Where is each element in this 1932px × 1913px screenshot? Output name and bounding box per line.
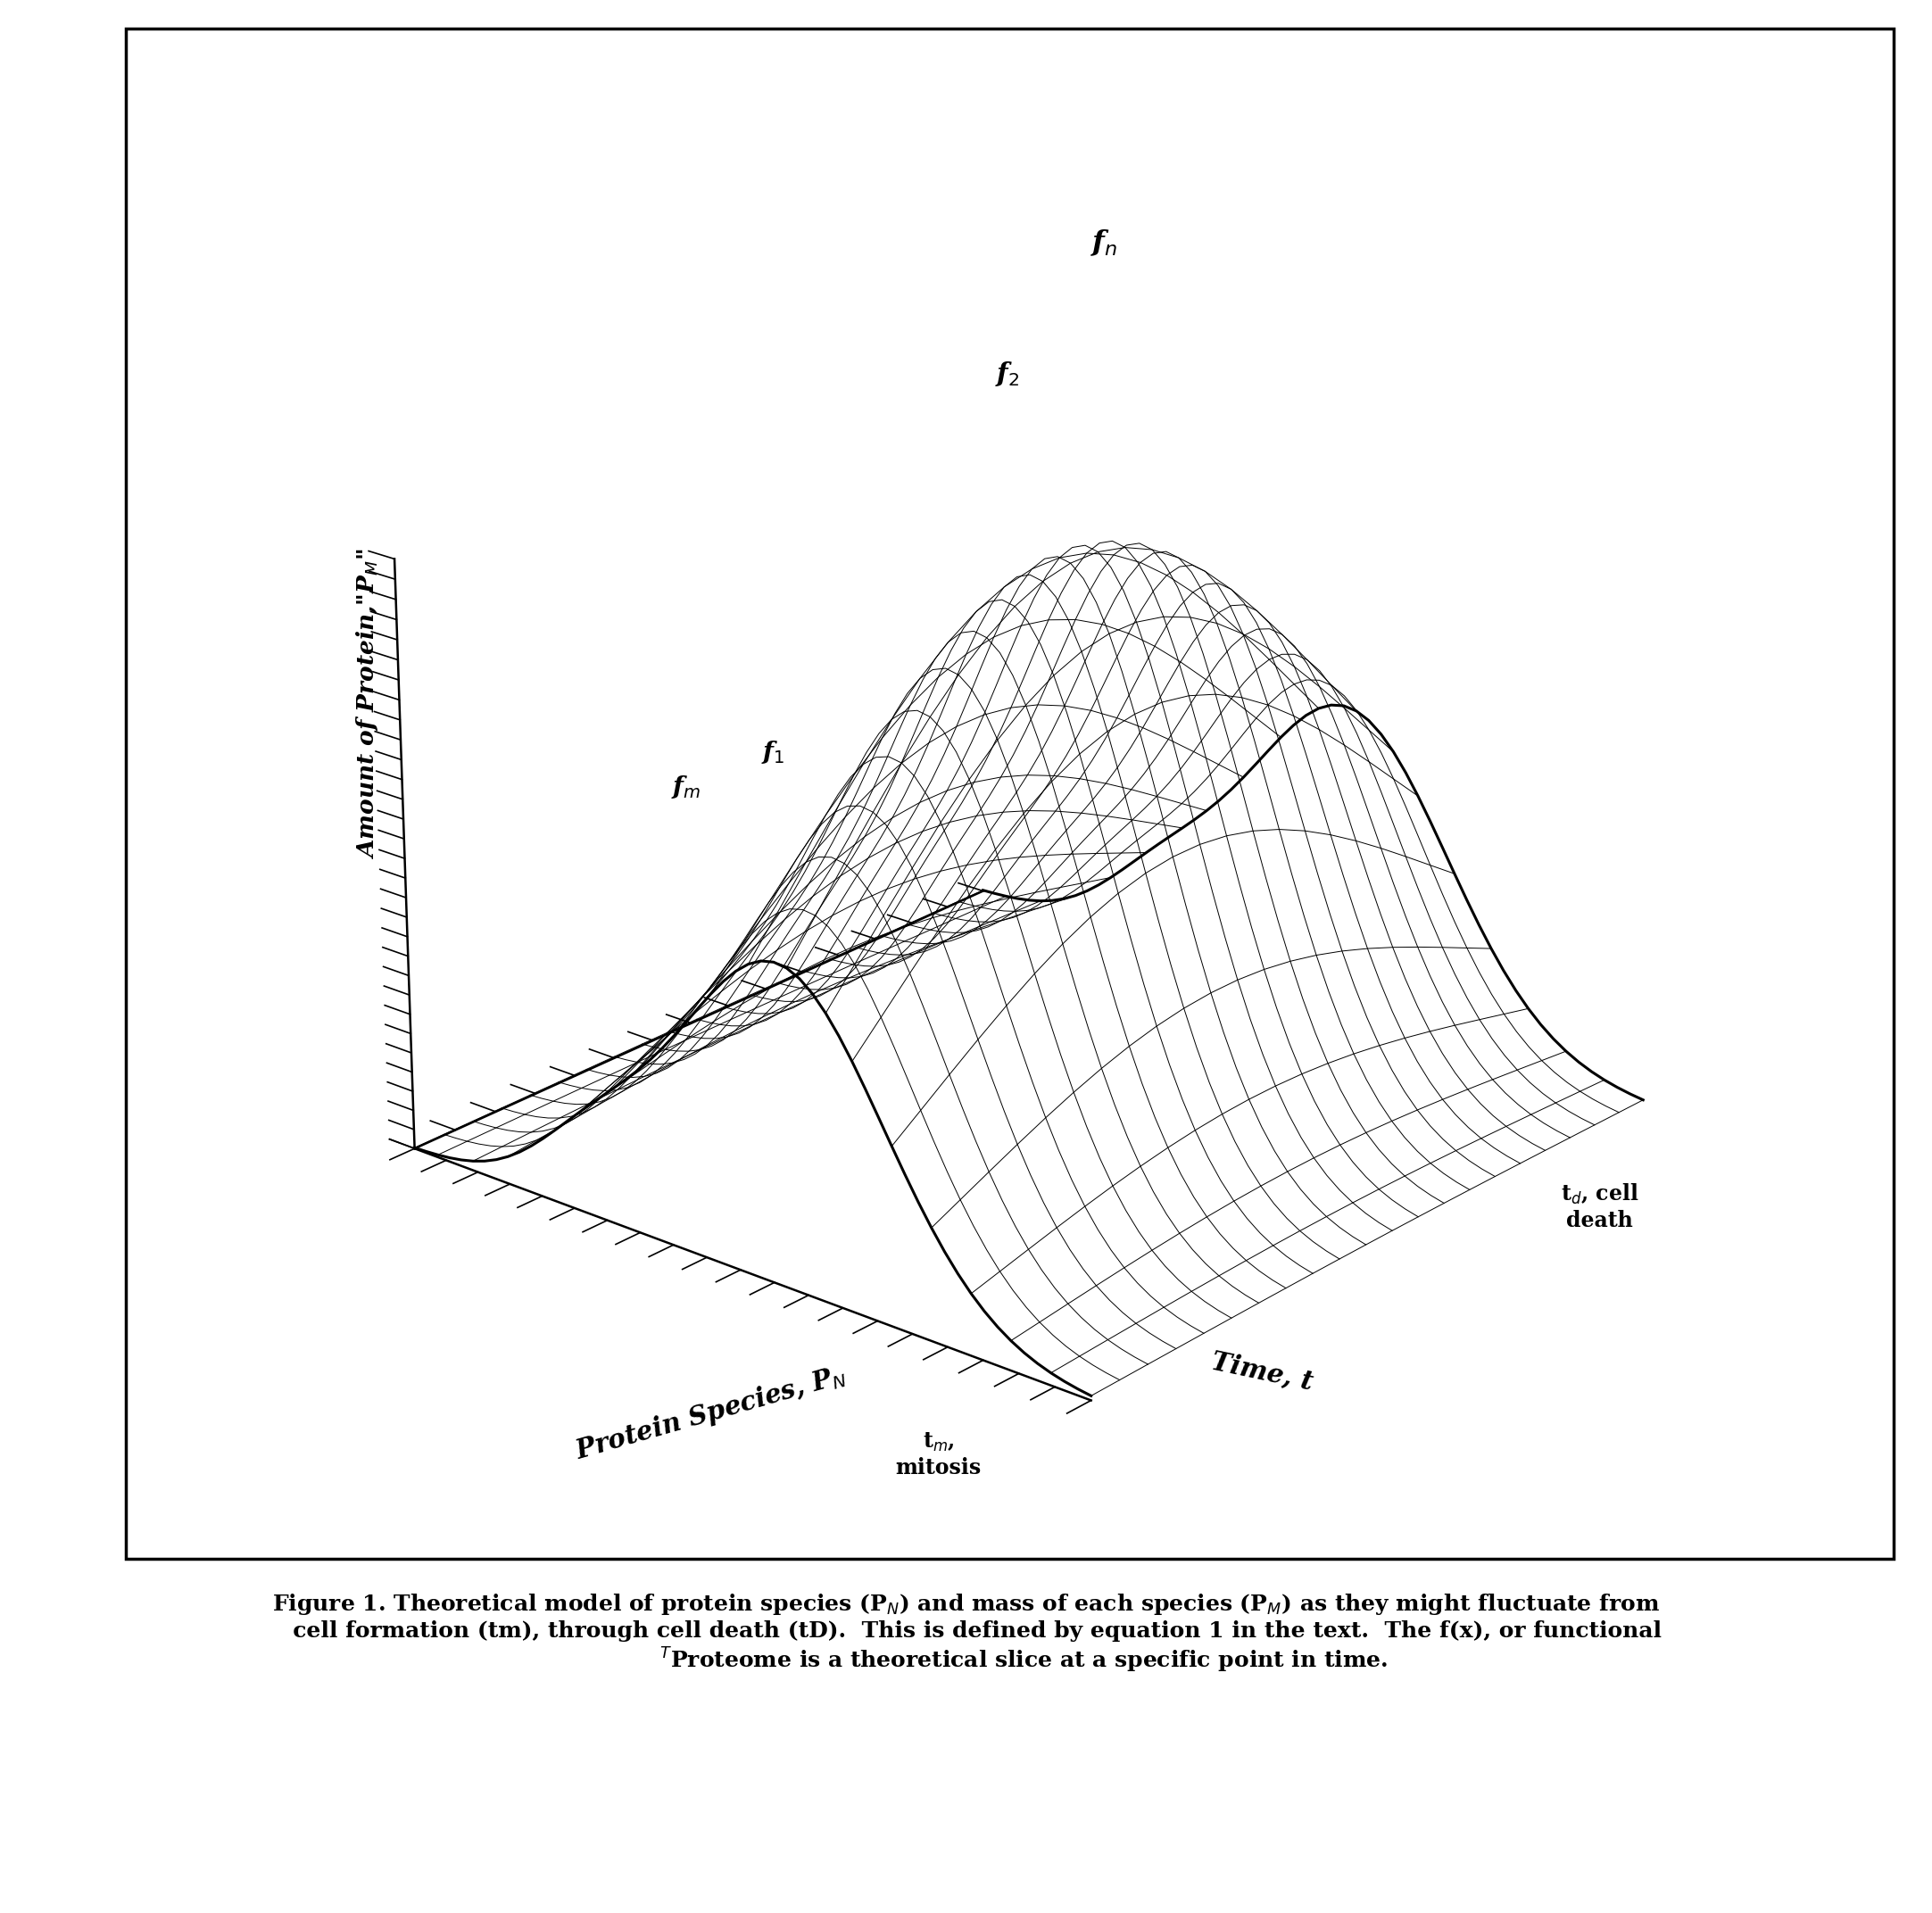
Text: f$_m$: f$_m$ xyxy=(672,773,701,800)
Text: f$_2$: f$_2$ xyxy=(995,360,1020,388)
Text: Protein Species, P$_N$: Protein Species, P$_N$ xyxy=(572,1360,850,1465)
Text: Amount of Protein,"P$_M$": Amount of Protein,"P$_M$" xyxy=(354,549,381,859)
Text: f$_1$: f$_1$ xyxy=(761,738,784,765)
Text: t$_m$,
mitosis: t$_m$, mitosis xyxy=(896,1431,981,1479)
Text: Figure 1. Theoretical model of protein species (P$_N$) and mass of each species : Figure 1. Theoretical model of protein s… xyxy=(270,1592,1662,1674)
Text: t$_d$, cell
death: t$_d$, cell death xyxy=(1561,1182,1638,1232)
Text: f$_n$: f$_n$ xyxy=(1090,228,1117,258)
Text: Time, t: Time, t xyxy=(1209,1349,1316,1395)
